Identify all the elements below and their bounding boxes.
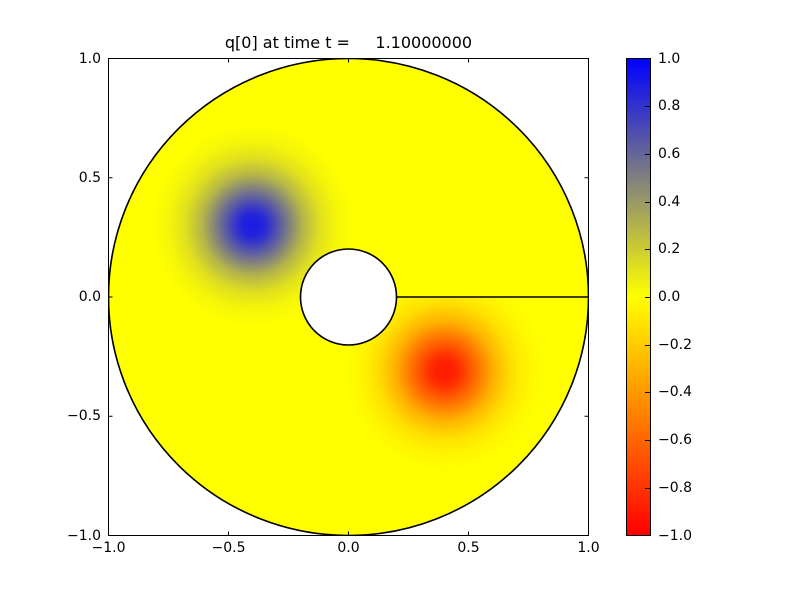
colorbar-tick-mark bbox=[645, 106, 650, 107]
colorbar-tick-mark bbox=[645, 440, 650, 441]
x-tick-label: −0.5 bbox=[211, 540, 246, 556]
colorbar-tick-label: 0.2 bbox=[658, 241, 681, 258]
y-tick-label: 1.0 bbox=[78, 50, 101, 67]
colorbar-tick-label: −0.6 bbox=[658, 432, 692, 449]
colorbar-tick-label: 0.0 bbox=[658, 289, 681, 305]
y-tick-label: −1.0 bbox=[67, 527, 101, 544]
plot-title: q[0] at time t = 1.10000000 bbox=[224, 33, 473, 52]
colorbar-tick-mark bbox=[645, 345, 650, 346]
x-tick-label: 0.0 bbox=[337, 540, 360, 556]
colorbar-tick-mark bbox=[645, 488, 650, 489]
colorbar-tick-mark bbox=[645, 154, 650, 155]
colorbar-tick-label: 1.0 bbox=[658, 50, 681, 67]
y-tick-label: 0.0 bbox=[78, 289, 101, 305]
colorbar-tick-label: 0.4 bbox=[658, 193, 681, 210]
colorbar-tick-mark bbox=[645, 297, 650, 298]
negative-blob bbox=[343, 297, 546, 472]
colorbar-tick-mark bbox=[645, 392, 650, 393]
colorbar-tick-label: 0.8 bbox=[658, 98, 681, 115]
colorbar-tick-label: −0.8 bbox=[658, 479, 692, 496]
x-tick-label: 1.0 bbox=[577, 540, 600, 556]
colorbar-tick-mark bbox=[645, 249, 650, 250]
y-tick-label: −0.5 bbox=[67, 408, 101, 425]
axes-frame bbox=[108, 58, 589, 536]
colorbar-tick-label: 0.6 bbox=[658, 145, 681, 162]
colorbar-tick-label: −1.0 bbox=[658, 527, 692, 544]
y-tick-label: 0.5 bbox=[78, 169, 101, 186]
x-tick-label: −1.0 bbox=[91, 540, 126, 556]
positive-blob bbox=[151, 124, 354, 327]
colorbar-tick-label: −0.2 bbox=[658, 336, 692, 353]
colorbar-tick-label: −0.4 bbox=[658, 384, 692, 401]
annulus-inner-hole bbox=[299, 248, 398, 346]
x-tick-label: 0.5 bbox=[457, 540, 480, 556]
colorbar-tick-mark bbox=[645, 202, 650, 203]
plot-canvas bbox=[108, 58, 589, 536]
